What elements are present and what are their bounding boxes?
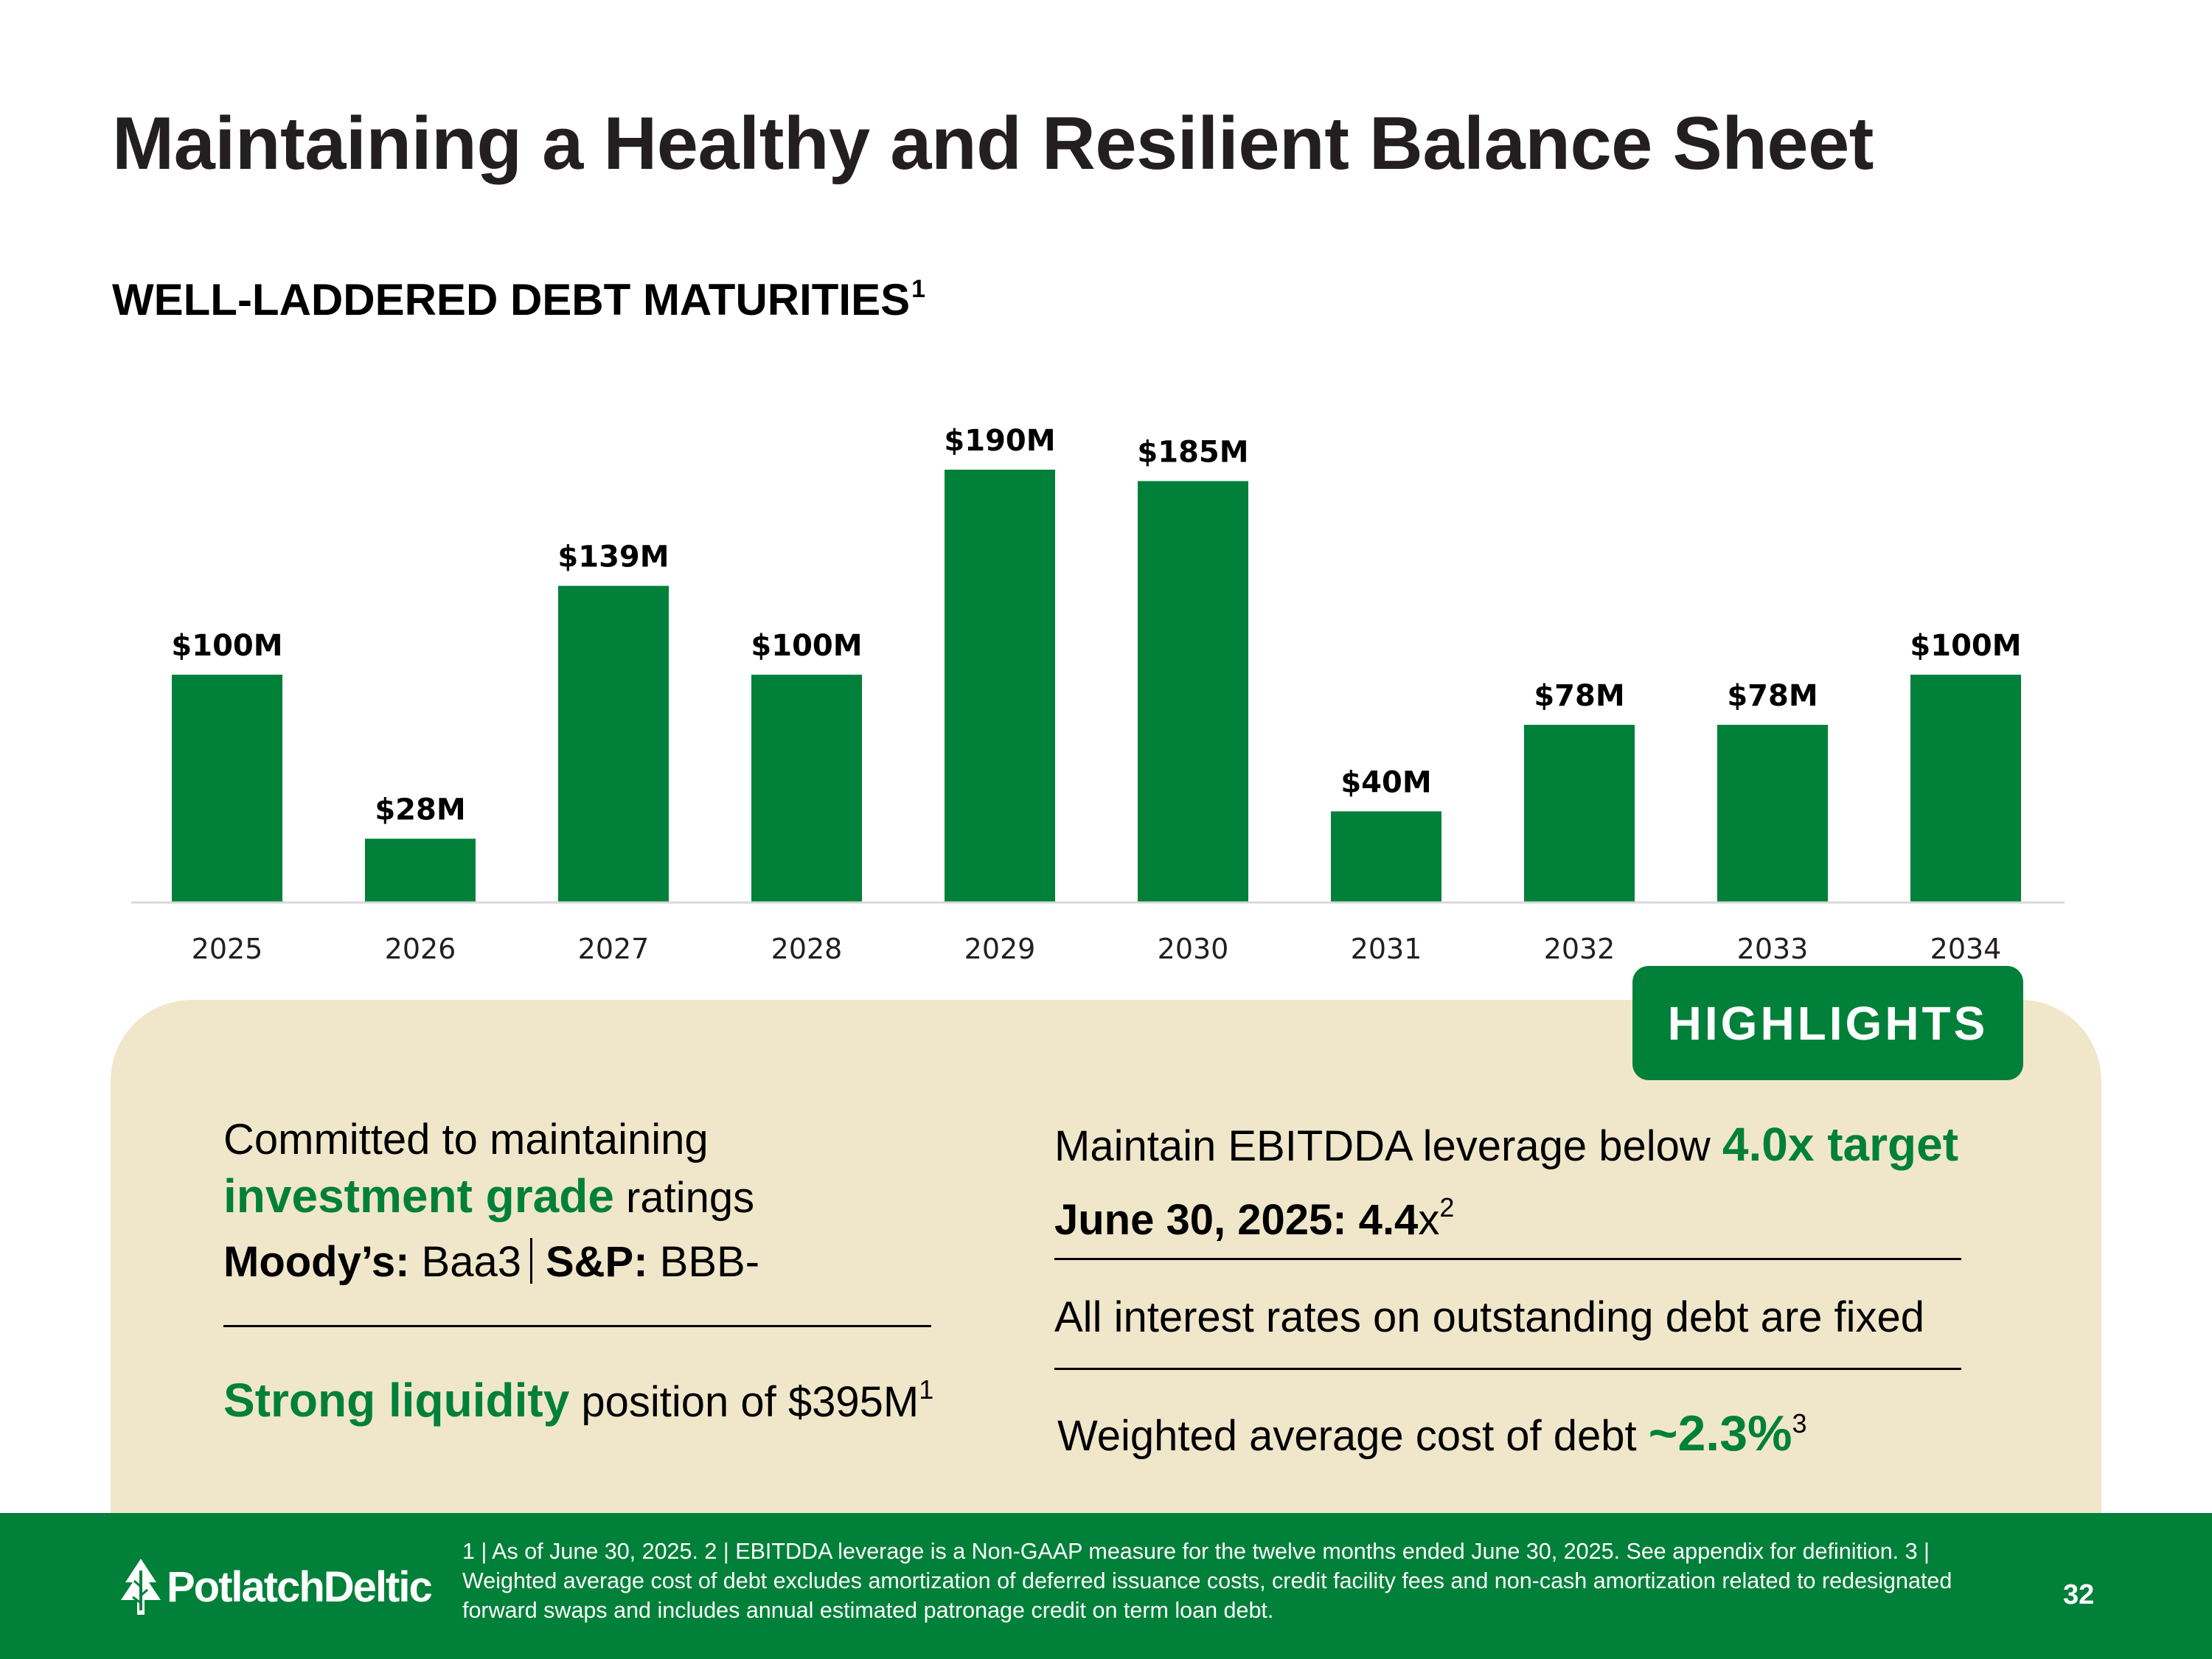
leverage-actual-line: June 30, 2025: 4.4x2 [1054,1192,1454,1245]
cost-of-debt-emphasis: ~2.3% [1648,1405,1792,1461]
cost-of-debt-text: Weighted average cost of debt [1057,1412,1649,1460]
bar-value-label-2029: $190M [944,424,1055,458]
bar-value-label-2026: $28M [375,793,465,827]
liquidity-line: Strong liquidity position of $395M1 [223,1373,933,1427]
leverage-actual-value: June 30, 2025: 4.4 [1054,1196,1419,1244]
page-number: 32 [2063,1579,2095,1610]
bar-value-label-2034: $100M [1910,629,2021,663]
bar-2026 [365,838,476,902]
x-tick-label-2026: 2026 [385,933,456,965]
bar-value-label-2025: $100M [171,629,282,663]
page-title: Maintaining a Healthy and Resilient Bala… [112,102,1874,185]
bar-value-label-2031: $40M [1340,765,1431,799]
sp-value: BBB- [647,1238,760,1286]
leverage-footnote-mark: 2 [1439,1192,1455,1222]
leverage-target-emphasis: 4.0x target [1722,1118,1959,1171]
footnotes: 1 | As of June 30, 2025. 2 | EBITDDA lev… [462,1539,1952,1623]
bar-value-label-2032: $78M [1534,679,1624,713]
rating-separator [529,1238,532,1284]
moodys-label: Moody’s: [223,1238,410,1286]
x-tick-label-2025: 2025 [192,933,263,965]
x-tick-label-2028: 2028 [771,933,843,965]
chart-title-text: WELL-LADDERED DEBT MATURITIES [112,275,911,324]
sp-label: S&P: [545,1238,648,1286]
bar-2034 [1910,675,2021,902]
cost-footnote-mark: 3 [1792,1408,1807,1439]
logo-text: PotlatchDeltic [167,1562,433,1611]
leverage-line: Maintain EBITDDA leverage below 4.0x tar… [1054,1117,1958,1172]
bar-value-label-2033: $78M [1727,679,1818,713]
x-tick-label-2030: 2030 [1158,933,1229,965]
bar-2029 [945,470,1055,902]
highlights-tab: HIGHLIGHTS [1632,966,2023,1080]
footer-bar [0,1513,2212,1659]
x-tick-label-2032: 2032 [1544,933,1615,965]
bar-value-label-2030: $185M [1137,435,1248,469]
leverage-actual-suffix: x [1418,1196,1440,1244]
left-divider [223,1325,931,1327]
bar-value-label-2027: $139M [557,540,669,574]
debt-maturities-chart: $100M 2025 $28M 2026 $139M 2027 $100M 2028 $190M… [131,424,2065,965]
chart-title: WELL-LADDERED DEBT MATURITIES1 [112,274,925,325]
x-tick-label-2033: 2033 [1737,933,1809,965]
highlights-panel [111,1000,2101,1560]
bar-2032 [1524,725,1635,902]
bar-2028 [751,675,862,902]
bar-2033 [1717,725,1828,902]
right-divider-2 [1054,1368,1961,1370]
liquidity-text: position of $395M [569,1378,919,1426]
bar-2025 [172,675,282,902]
ratings-word: ratings [613,1174,755,1222]
company-logo: PotlatchDeltic [118,1557,433,1616]
x-tick-label-2027: 2027 [578,933,650,965]
rating-line-1: Committed to maintaining [223,1116,709,1164]
moodys-value: Baa3 [409,1238,521,1286]
x-tick-label-2031: 2031 [1351,933,1422,965]
bar-2030 [1138,481,1248,902]
chart-title-footnote-mark: 1 [911,275,926,303]
strong-liquidity-emphasis: Strong liquidity [223,1374,570,1427]
rating-line-2: investment grade ratings [223,1169,754,1223]
cost-of-debt-line: Weighted average cost of debt ~2.3%3 [1057,1405,1807,1462]
bar-2027 [558,585,669,902]
ratings-line: Moody’s: Baa3 S&P: BBB- [223,1237,759,1287]
x-tick-label-2034: 2034 [1930,933,2002,965]
right-divider-1 [1054,1258,1961,1260]
bar-2031 [1331,811,1441,902]
x-tick-label-2029: 2029 [964,933,1036,965]
bar-value-label-2028: $100M [751,629,862,663]
leverage-text: Maintain EBITDDA leverage below [1054,1122,1722,1170]
bar-series: $100M 2025 $28M 2026 $139M 2027 $100M 2028 $190M… [171,424,2021,965]
tree-icon [121,1559,161,1615]
fixed-rates-line: All interest rates on outstanding debt a… [1054,1293,1925,1341]
liquidity-footnote-mark: 1 [919,1374,934,1405]
investment-grade-emphasis: investment grade [223,1169,614,1222]
